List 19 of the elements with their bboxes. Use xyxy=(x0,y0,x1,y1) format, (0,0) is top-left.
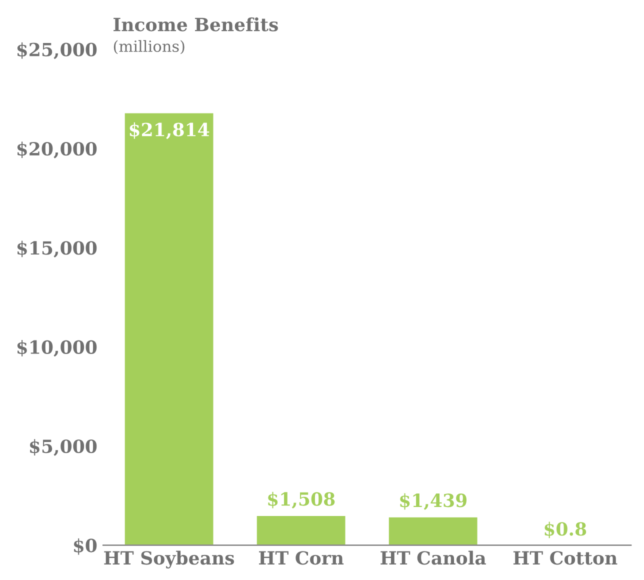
x-tick-label: HT Soybeans xyxy=(104,550,234,568)
y-tick-label: $20,000 xyxy=(17,142,97,158)
y-tick-label: $25,000 xyxy=(17,42,97,60)
x-tick-label: HT Canola xyxy=(380,550,486,565)
bar xyxy=(123,112,215,546)
chart-title: Income Benefits xyxy=(114,17,278,32)
data-label: $1,439 xyxy=(400,493,467,510)
chart-subtitle: (millions) xyxy=(114,40,184,54)
y-tick-label: $15,000 xyxy=(17,240,97,258)
bar xyxy=(255,514,347,546)
bar xyxy=(388,516,479,546)
x-tick-label: HT Corn xyxy=(259,551,344,565)
y-tick-label: $0 xyxy=(74,538,97,555)
data-label: $0.8 xyxy=(544,522,586,538)
x-tick-label: HT Cotton xyxy=(513,551,618,565)
y-tick-label: $10,000 xyxy=(17,340,97,357)
data-label: $1,508 xyxy=(268,492,335,509)
y-tick-label: $5,000 xyxy=(30,439,97,456)
data-label: $21,814 xyxy=(130,122,210,140)
